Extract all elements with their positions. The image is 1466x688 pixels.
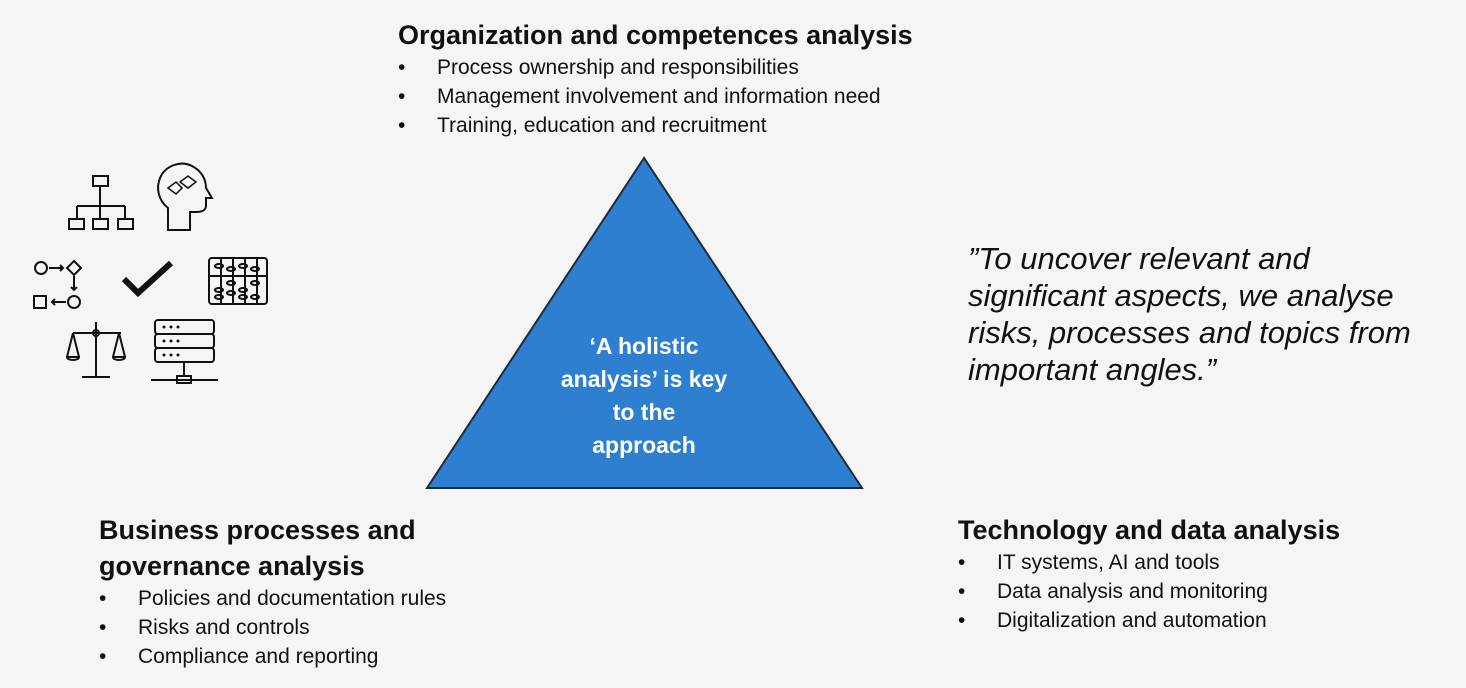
organization-section: Organization and competences analysis Pr… — [398, 17, 913, 140]
section-title: Business processes and governance analysi… — [99, 512, 446, 584]
list-item: Digitalization and automation — [958, 606, 1340, 635]
process-flow-icon — [33, 259, 83, 309]
triangle-line: ‘A holistic — [589, 333, 699, 359]
list-item: Compliance and reporting — [99, 642, 446, 671]
list-item: Training, education and recruitment — [398, 111, 913, 140]
section-title: Technology and data analysis — [958, 515, 1341, 545]
title-line: governance analysis — [99, 551, 365, 581]
server-network-icon — [151, 319, 218, 384]
head-puzzle-icon — [157, 162, 214, 231]
business-section: Business processes and governance analysi… — [99, 512, 446, 671]
section-title: Organization and competences analysis — [398, 20, 913, 50]
triangle-line: to the — [612, 399, 676, 425]
list-item: IT systems, AI and tools — [958, 548, 1340, 577]
title-line: Business processes and — [99, 515, 416, 545]
triangle-label: ‘A holistic analysis’ is key to the appr… — [524, 330, 764, 462]
list-item: Data analysis and monitoring — [958, 577, 1340, 606]
triangle-line: analysis’ is key — [560, 366, 728, 392]
list-item: Management involvement and information n… — [398, 82, 913, 111]
org-chart-icon — [68, 175, 134, 230]
list-item: Policies and documentation rules — [99, 584, 446, 613]
checkmark-icon — [121, 260, 174, 298]
triangle-line: approach — [592, 432, 696, 458]
technology-section: Technology and data analysis IT systems,… — [958, 512, 1340, 635]
abacus-icon — [208, 257, 268, 305]
list-item: Risks and controls — [99, 613, 446, 642]
list-item: Process ownership and responsibilities — [398, 53, 913, 82]
quote-text: ”To uncover relevant and significant asp… — [968, 241, 1411, 387]
scales-icon — [65, 322, 127, 378]
